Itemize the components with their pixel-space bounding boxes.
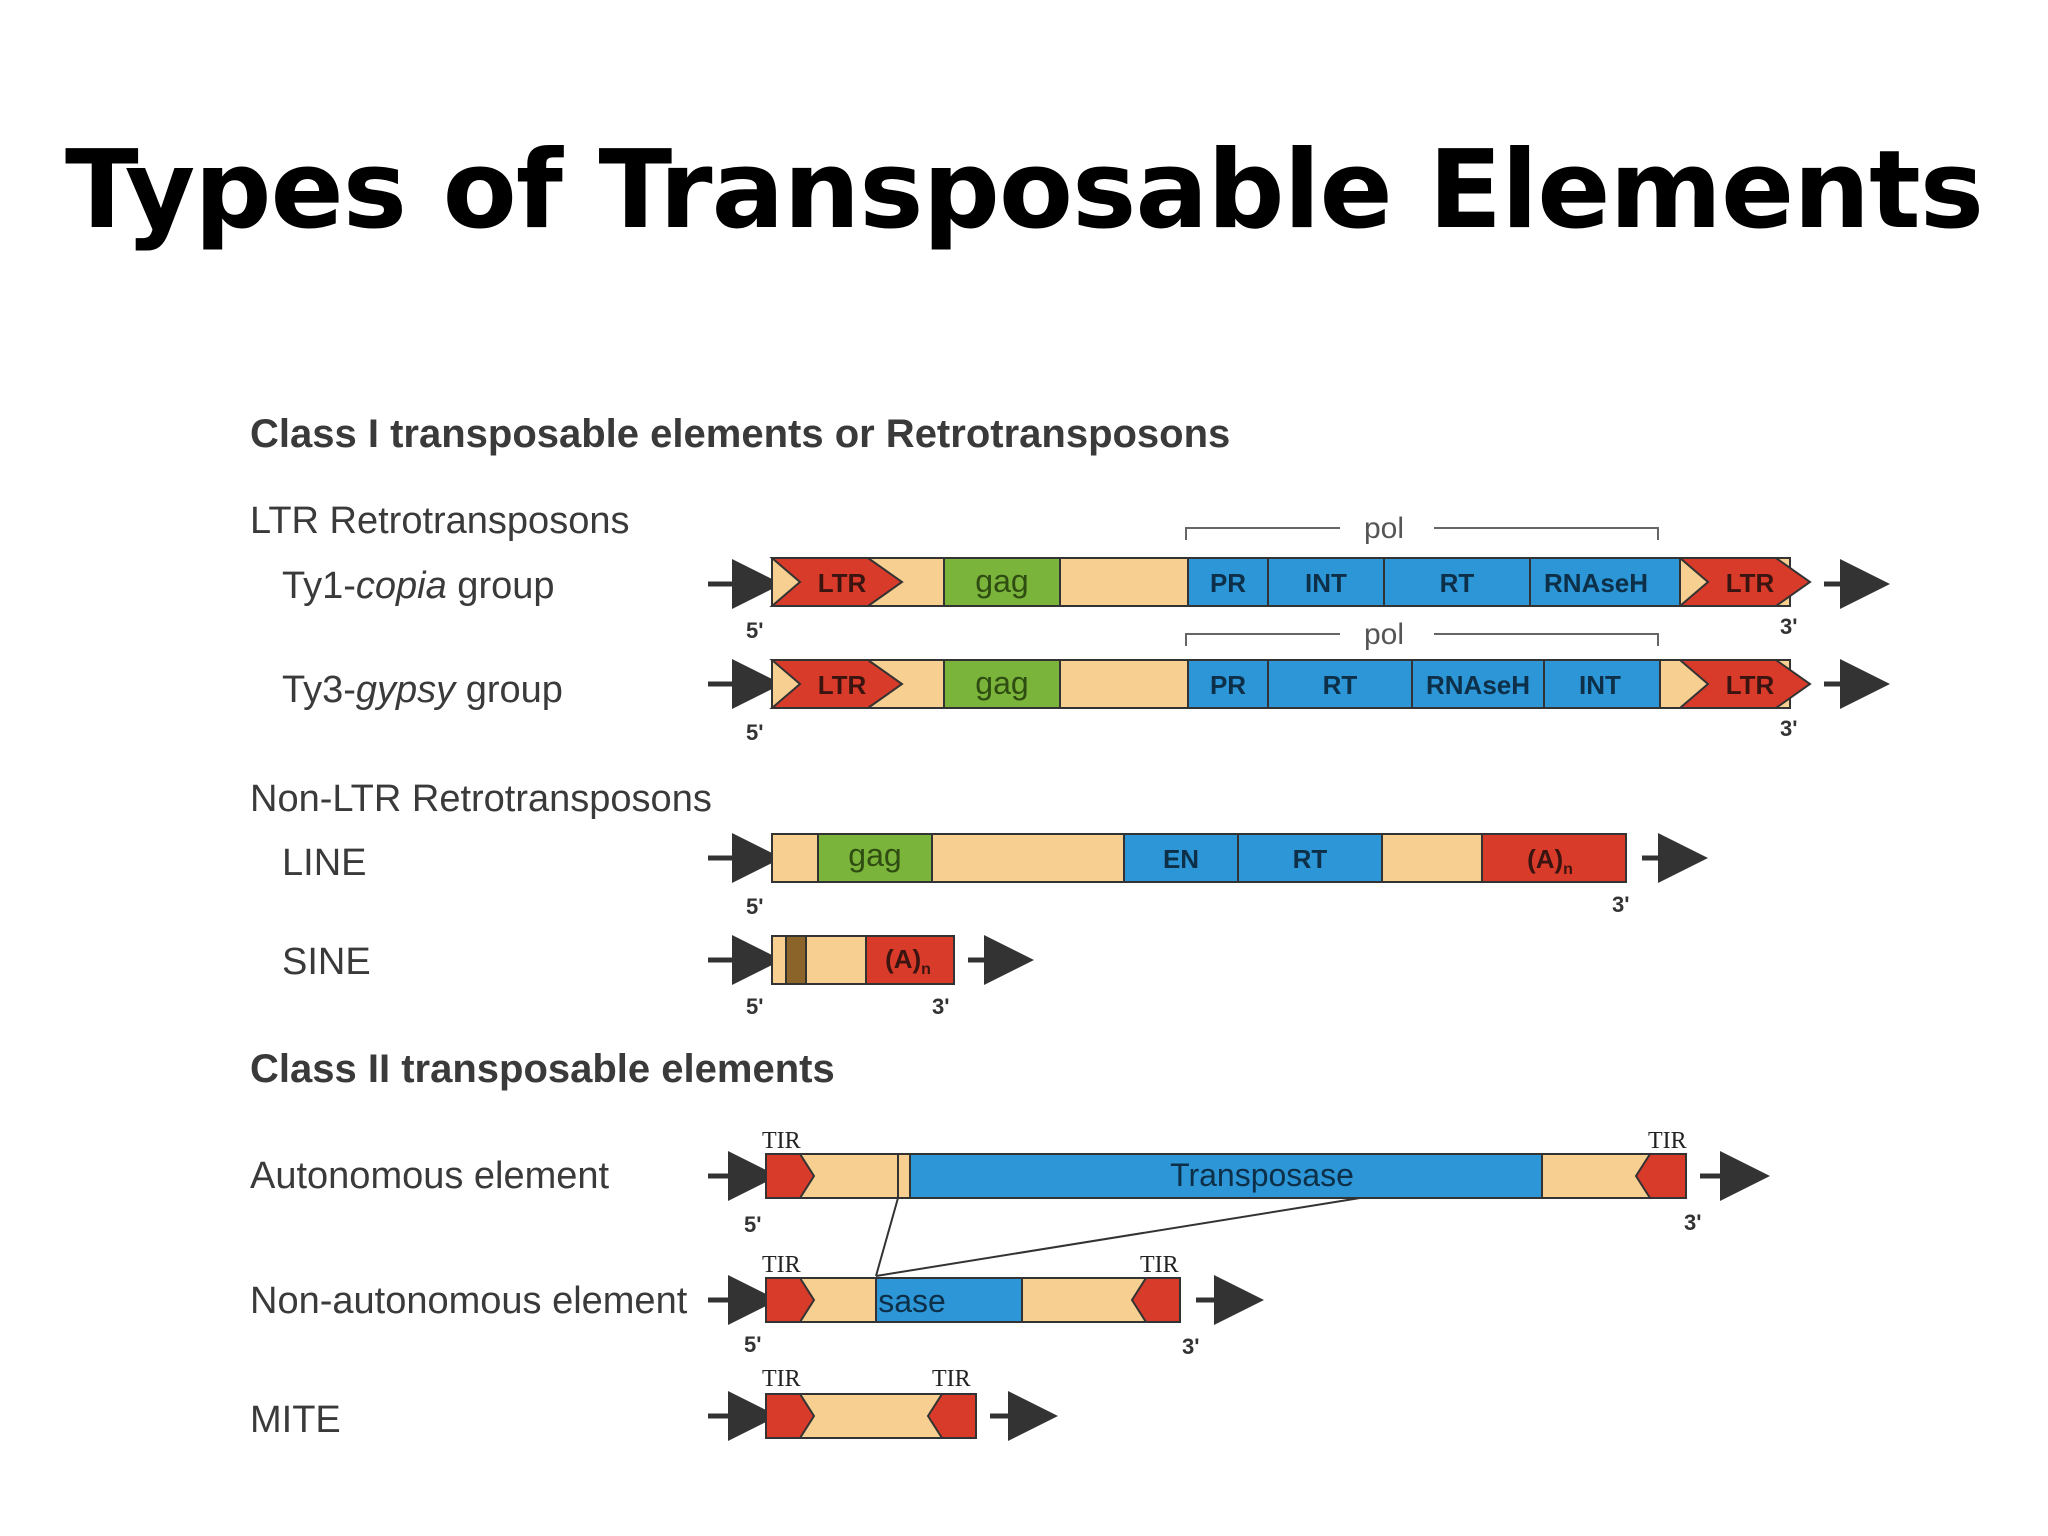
autonomous-element: TIR TIR Transposase 5' 3'	[708, 1128, 1770, 1237]
ltr-retrotransposons-heading: LTR Retrotransposons	[250, 500, 629, 542]
ty3-ltr-right-label: LTR	[1726, 670, 1775, 700]
ty3-three-prime: 3'	[1780, 716, 1797, 741]
autonomous-tir-left	[765, 1153, 816, 1199]
ty1-gag-label: gag	[975, 563, 1028, 599]
line-three-prime: 3'	[1612, 892, 1629, 917]
ty3-pol-label: pol	[1364, 618, 1404, 651]
mite-tir-left	[765, 1393, 816, 1439]
deletion-line-left	[875, 1197, 899, 1277]
nonautonomous-sase-label: sase	[878, 1283, 946, 1319]
class2-heading: Class II transposable elements	[250, 1047, 835, 1091]
ty1-copia-element: pol LTR gag PR INT RT RNAseH LTR 5' 3'	[708, 512, 1890, 643]
nonautonomous-three-prime: 3'	[1182, 1334, 1199, 1359]
autonomous-element-label: Autonomous element	[250, 1155, 610, 1197]
ty1-pr-label: PR	[1210, 568, 1246, 598]
autonomous-three-prime: 3'	[1684, 1210, 1701, 1235]
mite-element: TIR TIR	[708, 1366, 1058, 1441]
line-gag-label: gag	[848, 837, 901, 873]
ty3-gag	[943, 659, 1061, 709]
nonautonomous-tir-right-label: TIR	[1140, 1252, 1179, 1278]
line-en-rt-region	[1123, 833, 1383, 883]
non-ltr-retrotransposons-heading: Non-LTR Retrotransposons	[250, 778, 712, 820]
autonomous-tir-right	[1634, 1153, 1687, 1199]
line-gag	[817, 833, 933, 883]
mite-label: MITE	[250, 1399, 341, 1441]
line-rt-label: RT	[1293, 844, 1328, 874]
sine-polya-label: (A)n	[885, 944, 931, 978]
ty3-int-label: INT	[1579, 670, 1621, 700]
deletion-line-right	[875, 1197, 1361, 1277]
line-en-label: EN	[1163, 844, 1199, 874]
line-element: gag EN RT (A)n 5' 3'	[708, 833, 1708, 919]
nonautonomous-tir-right	[1130, 1277, 1181, 1323]
ty1-three-prime: 3'	[1780, 614, 1797, 639]
ty1-int-label: INT	[1305, 568, 1347, 598]
slide-title: Types of Transposable Elements	[64, 128, 1984, 253]
ty1-ltr-left	[769, 557, 904, 607]
nonautonomous-tir-left	[765, 1277, 816, 1323]
nonautonomous-sase	[875, 1277, 1023, 1323]
ty3-pol-region	[1187, 659, 1661, 709]
ty3-gypsy-label: Ty3-gypsy group	[282, 669, 563, 711]
ty3-pol-bracket: pol	[1185, 618, 1659, 651]
autonomous-tir-left-label: TIR	[762, 1128, 801, 1154]
ty3-gag-label: gag	[975, 665, 1028, 701]
ty1-ltr-left-label: LTR	[818, 568, 867, 598]
ty1-ltr-right	[1677, 557, 1812, 607]
line-polya	[1481, 833, 1627, 883]
autonomous-tir-right-label: TIR	[1648, 1128, 1687, 1154]
autonomous-transposase-label: Transposase	[1170, 1157, 1354, 1193]
line-label: LINE	[282, 842, 366, 884]
ty1-ltr-right-label: LTR	[1726, 568, 1775, 598]
non-autonomous-element-label: Non-autonomous element	[250, 1280, 688, 1322]
non-autonomous-element: TIR TIR sase 5' 3'	[708, 1252, 1264, 1359]
ty3-gypsy-element: pol LTR gag PR RT RNAseH INT LTR 5' 3'	[708, 618, 1890, 745]
sine-promoter-box	[785, 935, 807, 985]
ty3-ltr-left	[769, 659, 904, 709]
sine-element: (A)n 5' 3'	[708, 935, 1034, 1019]
ty3-ltr-left-label: LTR	[818, 670, 867, 700]
mite-tir-right	[926, 1393, 977, 1439]
ty1-rt-label: RT	[1440, 568, 1475, 598]
ty1-rnaseh-label: RNAseH	[1544, 568, 1648, 598]
ty3-pr-label: PR	[1210, 670, 1246, 700]
line-polya-label: (A)n	[1527, 844, 1573, 878]
ty3-rnaseh-label: RNAseH	[1426, 670, 1530, 700]
ty3-five-prime: 5'	[746, 720, 763, 745]
ty1-copia-label: Ty1-copia group	[282, 565, 555, 607]
line-five-prime: 5'	[746, 894, 763, 919]
sine-polya	[865, 935, 955, 985]
sine-three-prime: 3'	[932, 994, 949, 1019]
sine-label: SINE	[282, 941, 371, 983]
ty1-pol-label: pol	[1364, 512, 1404, 545]
mite-tir-left-label: TIR	[762, 1366, 801, 1392]
nonautonomous-tir-left-label: TIR	[762, 1252, 801, 1278]
ty1-pol-bracket: pol	[1185, 512, 1659, 545]
autonomous-five-prime: 5'	[744, 1212, 761, 1237]
autonomous-transposase	[909, 1153, 1543, 1199]
sine-five-prime: 5'	[746, 994, 763, 1019]
mite-tir-right-label: TIR	[932, 1366, 971, 1392]
ty3-ltr-right	[1677, 659, 1812, 709]
class1-heading: Class I transposable elements or Retrotr…	[250, 412, 1230, 456]
nonautonomous-five-prime: 5'	[744, 1332, 761, 1357]
ty1-gag	[943, 557, 1061, 607]
ty3-rt-label: RT	[1323, 670, 1358, 700]
ty1-pol-region	[1187, 557, 1681, 607]
ty1-five-prime: 5'	[746, 618, 763, 643]
